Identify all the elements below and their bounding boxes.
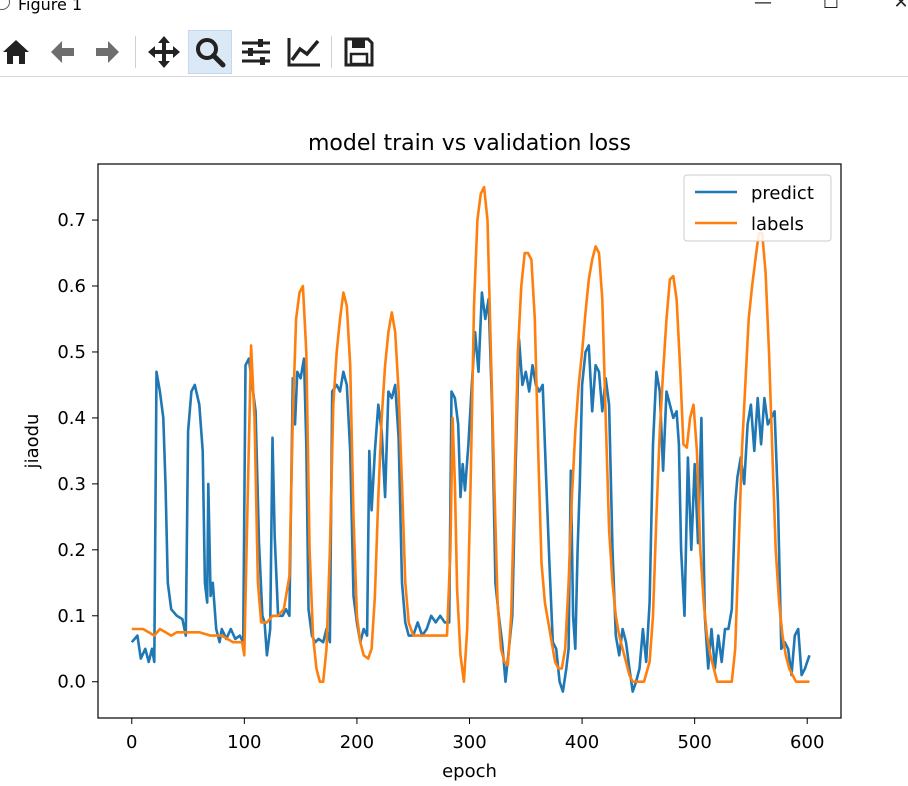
pan-icon[interactable]	[142, 30, 186, 74]
y-tick-label: 0.2	[57, 540, 86, 561]
save-icon[interactable]	[337, 30, 381, 74]
toolbar-separator	[135, 36, 136, 68]
x-tick-label: 100	[227, 732, 261, 753]
edit-curves-icon[interactable]	[282, 30, 326, 74]
x-tick-label: 300	[452, 732, 486, 753]
x-tick-label: 200	[340, 732, 374, 753]
legend-label-predict: predict	[751, 183, 814, 204]
x-tick-label: 600	[790, 732, 824, 753]
close-button[interactable]: ✕	[893, 0, 908, 13]
y-tick-label: 0.6	[57, 276, 86, 297]
x-tick-label: 400	[565, 732, 599, 753]
maximize-button[interactable]: ☐	[822, 0, 840, 13]
y-tick-label: 0.1	[57, 606, 86, 627]
series-line-labels	[131, 185, 810, 684]
x-tick-label: 500	[677, 732, 711, 753]
y-tick-label: 0.3	[57, 474, 86, 495]
window-titlebar: Figure 1 — ☐ ✕	[0, 0, 908, 14]
y-tick-label: 0.7	[57, 210, 86, 231]
toolbar	[0, 28, 908, 76]
y-axis-label: jiaodu	[22, 414, 43, 470]
x-tick-label: 0	[126, 732, 137, 753]
chart-title: model train vs validation loss	[308, 131, 631, 156]
toolbar-divider	[0, 76, 908, 77]
toolbar-separator	[331, 36, 332, 68]
minimize-button[interactable]: —	[754, 0, 772, 13]
legend: predict labels	[683, 174, 832, 242]
home-icon[interactable]	[0, 30, 38, 74]
zoom-icon[interactable]	[188, 30, 232, 74]
y-tick-label: 0.4	[57, 408, 86, 429]
legend-label-labels: labels	[751, 214, 804, 235]
window-title: Figure 1	[18, 0, 83, 14]
app-icon	[0, 0, 10, 10]
forward-arrow-icon[interactable]	[86, 30, 130, 74]
y-tick-label: 0.5	[57, 342, 86, 363]
x-axis-label: epoch	[442, 761, 497, 782]
line-chart[interactable]: model train vs validation loss 0 100 200 30…	[0, 80, 908, 786]
series-line-predict	[130, 291, 811, 693]
y-tick-label: 0.0	[57, 672, 86, 693]
back-arrow-icon[interactable]	[40, 30, 84, 74]
subplots-icon[interactable]	[234, 30, 278, 74]
